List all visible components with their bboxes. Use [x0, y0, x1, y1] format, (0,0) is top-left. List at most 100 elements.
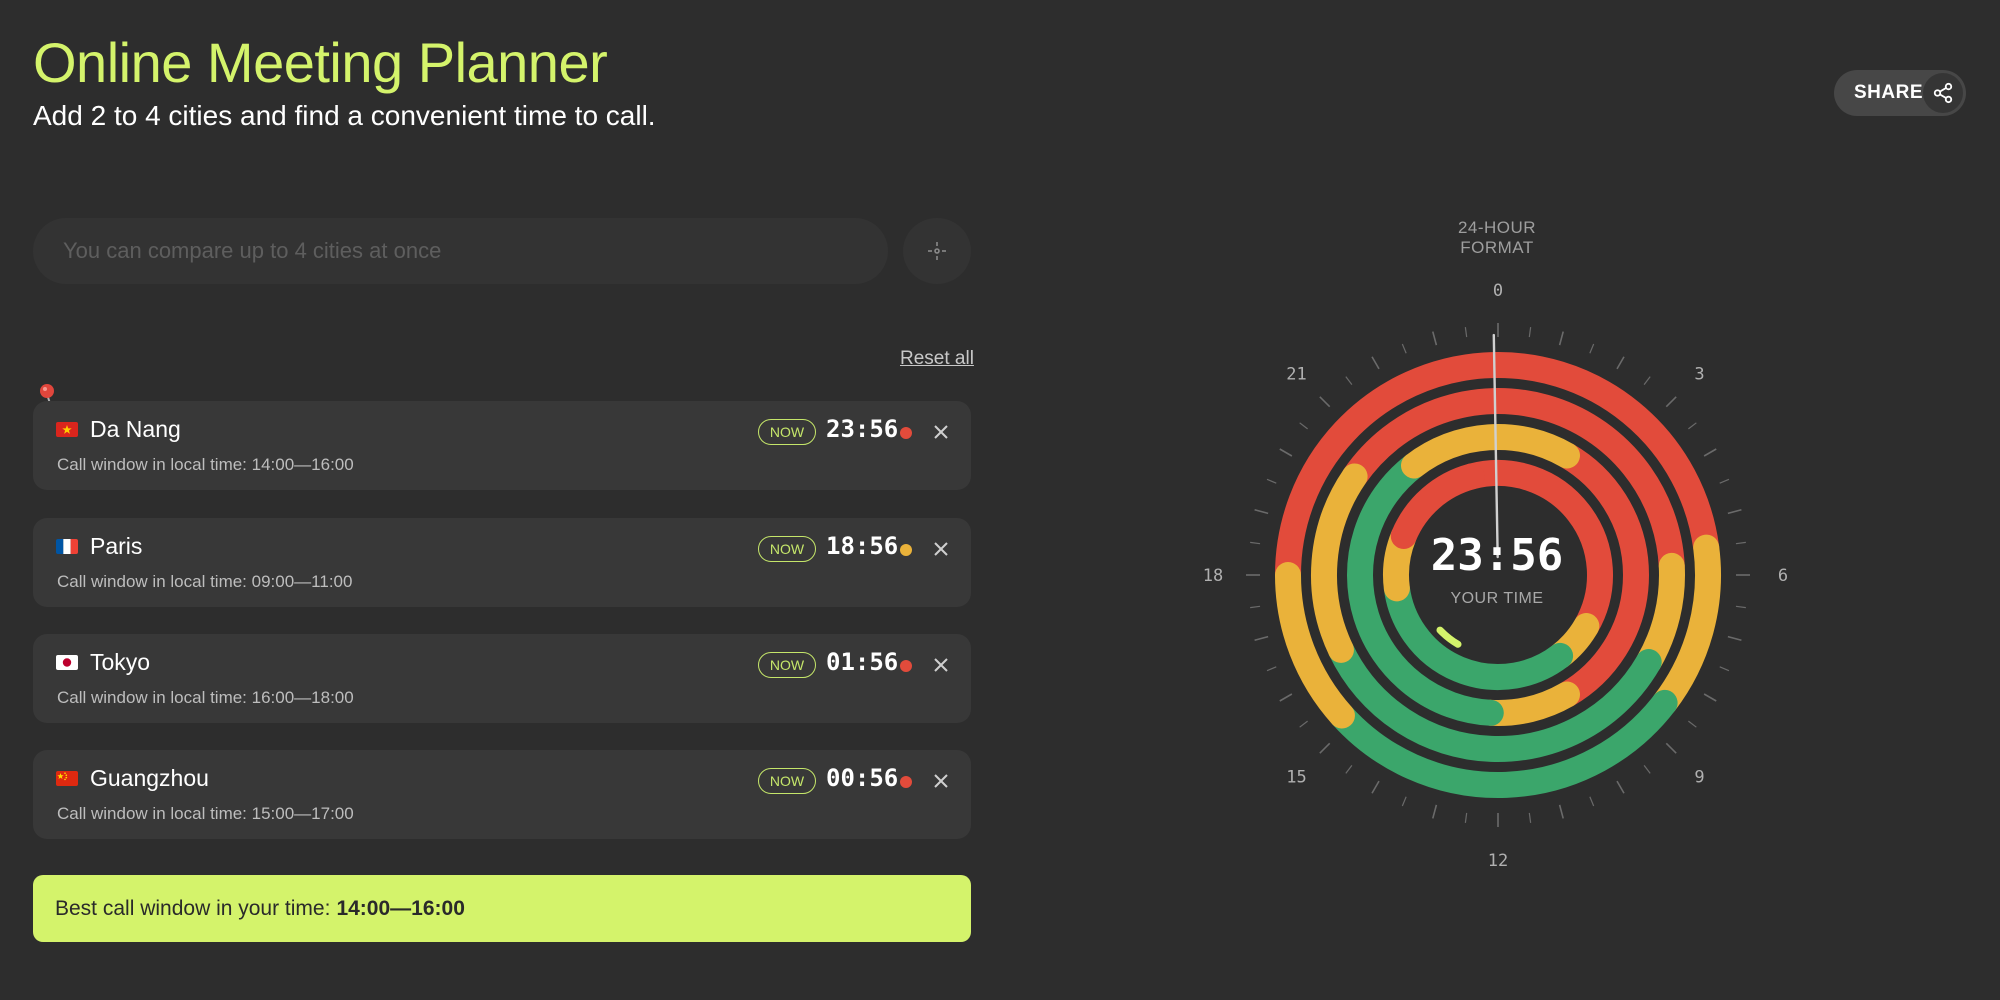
clock-ring-paris [1311, 388, 1685, 762]
ring-segment [1311, 463, 1368, 663]
clock-tick [1688, 422, 1697, 430]
city-card-guangzhou: Guangzhou Call window in local time: 15:… [33, 750, 971, 839]
clock-tick [1254, 635, 1269, 641]
crosshair-icon [928, 242, 946, 260]
status-dot [900, 544, 912, 556]
now-badge: NOW [758, 419, 816, 445]
close-icon [934, 542, 948, 556]
clock-hour-label: 18 [1203, 566, 1223, 586]
ring-segment [1275, 352, 1720, 588]
clock-tick [1589, 343, 1595, 354]
city-local-time: 23:56 [826, 415, 899, 443]
ring-segment [1458, 460, 1613, 639]
clock-hour-label: 6 [1778, 566, 1788, 586]
time-format-label: 24-HOUR FORMAT [1457, 218, 1537, 257]
remove-city-button[interactable] [930, 538, 952, 560]
close-icon [934, 425, 948, 439]
clock-tick [1250, 541, 1261, 545]
clock-hour-label: 21 [1286, 364, 1306, 384]
city-call-window: Call window in local time: 16:00—18:00 [57, 688, 354, 707]
china-flag-icon [56, 771, 78, 786]
clock-tick [1401, 343, 1407, 354]
clock-tick [1345, 376, 1353, 385]
clock-tick [1266, 666, 1277, 672]
clock-tick [1299, 422, 1308, 430]
best-window-label: Best call window in your time: [55, 896, 331, 920]
ring-segment [1400, 424, 1580, 479]
ring-segment [1327, 636, 1662, 762]
city-search-input[interactable] [33, 218, 888, 284]
city-name: Guangzhou [90, 765, 209, 791]
japan-flag-icon [56, 655, 78, 670]
clock-tick [1735, 541, 1746, 545]
remove-city-button[interactable] [930, 654, 952, 676]
close-icon [934, 658, 948, 672]
share-button[interactable]: SHARE [1834, 70, 1966, 116]
clock-tick [1719, 666, 1730, 672]
clock-tick [1345, 765, 1353, 774]
city-call-window: Call window in local time: 09:00—11:00 [57, 572, 353, 591]
city-name: Paris [90, 533, 143, 559]
clock-tick [1371, 780, 1380, 794]
ring-segment [1651, 534, 1721, 716]
city-call-window: Call window in local time: 14:00—16:00 [57, 455, 354, 474]
ring-segment [1383, 575, 1574, 690]
clock-tick [1665, 396, 1677, 408]
city-call-window: Call window in local time: 15:00—17:00 [57, 804, 354, 823]
clock-tick [1319, 396, 1331, 408]
city-local-time: 18:56 [826, 532, 899, 560]
clock-tick [1528, 812, 1532, 823]
clock-tick [1616, 780, 1625, 794]
remove-city-button[interactable] [930, 421, 952, 443]
city-local-time: 00:56 [826, 764, 899, 792]
clock-tick [1727, 635, 1742, 641]
clock-tick [1464, 327, 1468, 338]
clock-hour-label: 9 [1694, 768, 1704, 788]
clock-tick [1703, 448, 1717, 457]
page-title: Online Meeting Planner [33, 31, 608, 94]
locate-button[interactable] [903, 218, 971, 284]
clock-ring-guangzhou [1383, 460, 1613, 690]
city-local-time: 01:56 [826, 648, 899, 676]
page-subtitle: Add 2 to 4 cities and find a convenient … [33, 100, 656, 131]
share-icon [1923, 73, 1963, 113]
clock-tick [1665, 742, 1677, 754]
clock-tick [1279, 448, 1293, 457]
reset-all-link[interactable]: Reset all [900, 348, 974, 369]
clock-tick [1528, 327, 1532, 338]
city-name: Tokyo [90, 649, 151, 675]
status-dot [900, 776, 912, 788]
clock-tick [1558, 331, 1564, 346]
clock-hand[interactable] [1492, 333, 1499, 559]
clock-tick [1250, 605, 1261, 609]
clock-center-label: YOUR TIME [1450, 590, 1544, 607]
best-call-window-banner: Best call window in your time: 14:00—16:… [33, 875, 971, 942]
ring-segment [1328, 689, 1678, 798]
clock-tick [1266, 478, 1277, 484]
city-card-tokyo: Tokyo Call window in local time: 16:00—1… [33, 634, 971, 723]
city-card-da-nang: Da Nang Call window in local time: 14:00… [33, 401, 971, 490]
clock-tick [1279, 693, 1293, 702]
share-button-label: SHARE [1854, 82, 1924, 103]
clock-hour-label: 3 [1694, 364, 1704, 384]
status-dot [900, 660, 912, 672]
ring-segment [1554, 442, 1649, 708]
ring-segment [1390, 463, 1485, 549]
ring-segment [1347, 452, 1504, 726]
remove-city-button[interactable] [930, 770, 952, 792]
ring-segment [1635, 552, 1685, 675]
clock-tick [1319, 742, 1331, 754]
clock-tick [1401, 796, 1407, 807]
clock-tick [1432, 331, 1438, 346]
clock-hour-label: 12 [1488, 851, 1508, 871]
vietnam-flag-icon [56, 422, 78, 437]
clock-tick [1688, 720, 1697, 728]
clock-dial[interactable]: 0 3 6 9 12 15 18 21 [1178, 265, 1818, 885]
clock-tick [1616, 356, 1625, 370]
clock-tick [1735, 605, 1746, 609]
clock-tick [1432, 804, 1438, 819]
clock-hour-label: 0 [1493, 281, 1503, 301]
status-dot [900, 427, 912, 439]
clock-tick [1464, 812, 1468, 823]
now-badge: NOW [758, 768, 816, 794]
